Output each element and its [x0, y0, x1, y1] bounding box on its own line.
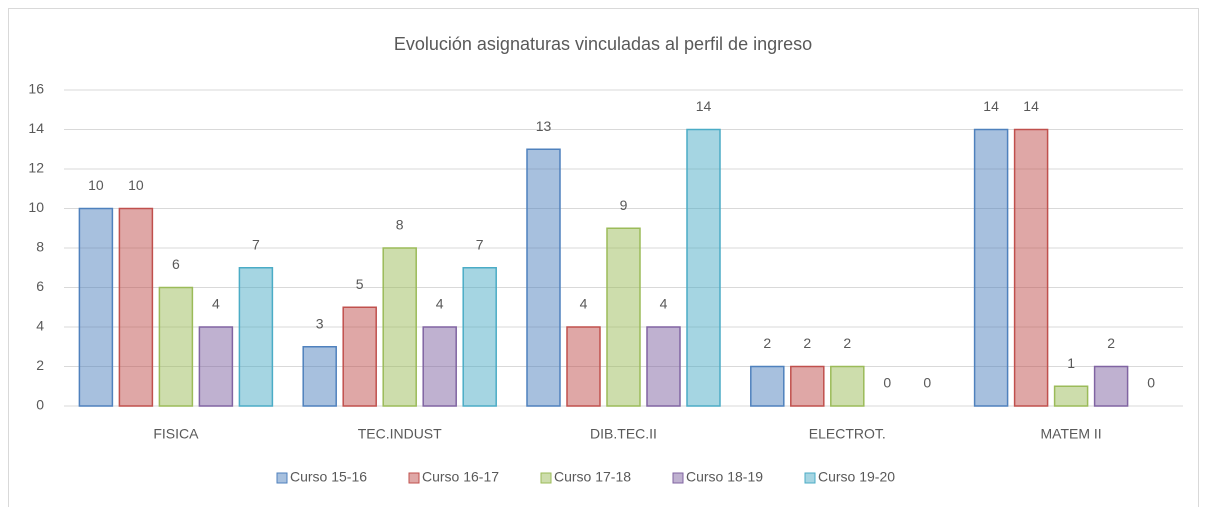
bar — [302, 346, 337, 407]
legend-label: Curso 15-16 — [290, 469, 367, 485]
value-label: 2 — [763, 335, 771, 351]
value-label: 8 — [396, 217, 404, 233]
chart-frame — [8, 8, 1199, 507]
y-tick-label: 6 — [36, 278, 44, 294]
legend-swatch — [408, 472, 420, 484]
legend-swatch — [804, 472, 816, 484]
value-label: 14 — [696, 98, 712, 114]
y-tick-label: 4 — [36, 318, 44, 334]
x-tick-label: FISICA — [153, 426, 199, 442]
bar — [526, 148, 561, 407]
value-label: 2 — [1107, 335, 1115, 351]
value-label: 9 — [620, 197, 628, 213]
value-label: 7 — [476, 236, 484, 252]
value-label: 4 — [580, 296, 588, 312]
bar — [198, 326, 234, 407]
y-tick-label: 14 — [28, 120, 44, 136]
bar — [382, 247, 417, 407]
value-label: 1 — [1067, 355, 1075, 371]
bar — [1013, 128, 1049, 407]
legend-swatch — [276, 472, 288, 484]
legend-swatch — [540, 472, 552, 484]
value-label: 5 — [356, 276, 364, 292]
bar — [422, 326, 457, 407]
bar — [1093, 365, 1129, 407]
value-label: 0 — [1147, 375, 1155, 391]
bar — [342, 306, 377, 407]
x-tick-label: ELECTROT. — [809, 426, 886, 442]
bar — [1053, 385, 1089, 407]
bar — [462, 267, 497, 407]
bar — [973, 128, 1009, 407]
value-label: 4 — [212, 296, 220, 312]
y-tick-label: 16 — [28, 81, 44, 97]
y-tick-label: 10 — [28, 199, 44, 215]
value-label: 14 — [983, 98, 999, 114]
legend-swatch — [672, 472, 684, 484]
value-label: 4 — [436, 296, 444, 312]
bar — [118, 207, 154, 407]
bar — [790, 365, 825, 407]
bar — [238, 267, 274, 407]
y-tick-label: 12 — [28, 160, 44, 176]
x-tick-label: DIB.TEC.II — [590, 426, 657, 442]
bar — [566, 326, 601, 407]
x-tick-label: TEC.INDUST — [358, 426, 442, 442]
chart-title: Evolución asignaturas vinculadas al perf… — [394, 34, 812, 54]
x-tick-label: MATEM II — [1041, 426, 1102, 442]
value-label: 3 — [316, 315, 324, 331]
value-label: 10 — [88, 177, 104, 193]
value-label: 6 — [172, 256, 180, 272]
bar — [646, 326, 681, 407]
value-label: 13 — [536, 118, 552, 134]
value-label: 2 — [803, 335, 811, 351]
bar — [686, 128, 721, 407]
value-label: 0 — [883, 375, 891, 391]
value-label: 4 — [660, 296, 668, 312]
bar — [158, 286, 194, 407]
bar — [606, 227, 641, 407]
value-label: 7 — [252, 236, 260, 252]
bar — [830, 365, 865, 407]
y-tick-label: 0 — [36, 397, 44, 413]
value-label: 0 — [923, 375, 931, 391]
y-tick-label: 2 — [36, 357, 44, 373]
legend-label: Curso 17-18 — [554, 469, 631, 485]
bar — [750, 365, 785, 407]
legend-label: Curso 19-20 — [818, 469, 895, 485]
bar — [78, 207, 114, 407]
value-label: 14 — [1023, 98, 1039, 114]
value-label: 10 — [128, 177, 144, 193]
value-label: 2 — [843, 335, 851, 351]
legend-label: Curso 18-19 — [686, 469, 763, 485]
legend-label: Curso 16-17 — [422, 469, 499, 485]
y-tick-label: 8 — [36, 239, 44, 255]
